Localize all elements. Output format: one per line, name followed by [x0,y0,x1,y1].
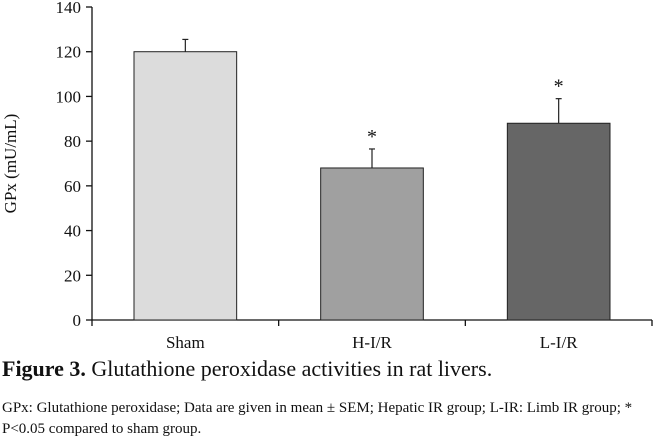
bar [320,167,424,321]
y-tick-label: 120 [56,43,82,62]
y-tick-label: 80 [64,132,81,151]
y-tick-label: 140 [56,0,82,17]
y-axis-title: GPx (mU/mL) [1,114,20,214]
y-tick-label: 20 [64,266,81,285]
x-tick-label: H-I/R [352,333,392,352]
bar [506,122,611,321]
bars: ** [133,38,611,321]
figure-caption: Figure 3. Glutathione peroxidase activit… [2,356,652,382]
bar [133,51,238,321]
x-tick-label: Sham [166,333,205,352]
y-tick-label: 0 [73,311,82,330]
significance-mark: * [554,76,564,98]
figure-label: Figure 3. [2,356,86,381]
significance-mark: * [367,126,377,148]
y-tick-label: 60 [64,177,81,196]
y-axis: 0 20 40 60 80 100 120 140 [56,0,93,330]
x-axis: Sham H-I/R L-I/R [91,319,653,352]
figure-caption-text: Glutathione peroxidase activities in rat… [85,356,493,381]
x-tick-label: L-I/R [540,333,578,352]
y-tick-label: 100 [56,87,82,106]
y-tick-label: 40 [64,222,81,241]
figure-footnote: GPx: Glutathione peroxidase; Data are gi… [2,400,633,437]
